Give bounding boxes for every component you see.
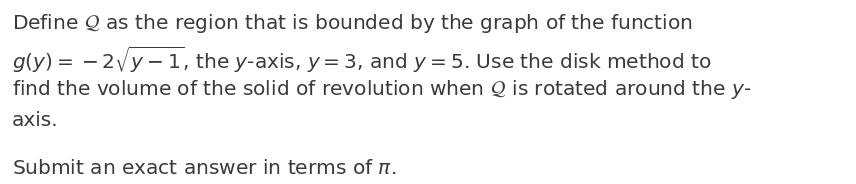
Text: $g(y) = -2\sqrt{y-1}$, the $y$-axis, $y = 3$, and $y = 5$. Use the disk method t: $g(y) = -2\sqrt{y-1}$, the $y$-axis, $y … <box>12 45 711 75</box>
Text: axis.: axis. <box>12 111 58 130</box>
Text: find the volume of the solid of revolution when $\mathcal{Q}$ is rotated around : find the volume of the solid of revoluti… <box>12 78 752 101</box>
Text: Define $\mathcal{Q}$ as the region that is bounded by the graph of the function: Define $\mathcal{Q}$ as the region that … <box>12 12 693 35</box>
Text: Submit an exact answer in terms of $\pi$.: Submit an exact answer in terms of $\pi$… <box>12 159 396 178</box>
